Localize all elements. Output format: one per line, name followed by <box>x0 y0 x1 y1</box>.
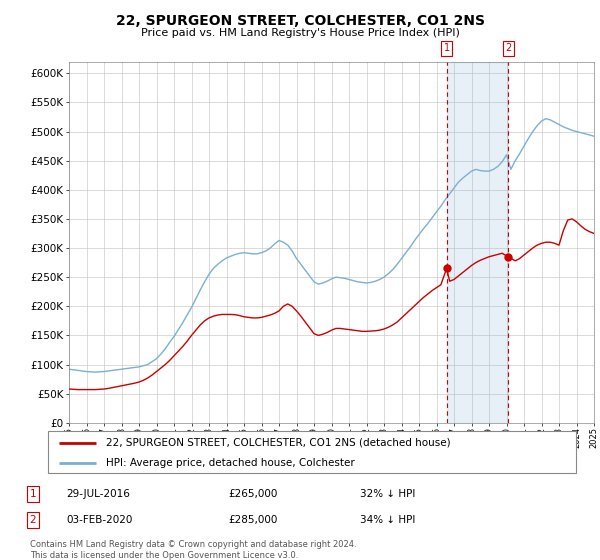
Text: Price paid vs. HM Land Registry's House Price Index (HPI): Price paid vs. HM Land Registry's House … <box>140 28 460 38</box>
Text: 1: 1 <box>443 43 450 53</box>
FancyBboxPatch shape <box>48 431 576 473</box>
Text: 22, SPURGEON STREET, COLCHESTER, CO1 2NS (detached house): 22, SPURGEON STREET, COLCHESTER, CO1 2NS… <box>106 438 451 448</box>
Bar <box>446 62 508 423</box>
Text: 34% ↓ HPI: 34% ↓ HPI <box>360 515 415 525</box>
Text: HPI: Average price, detached house, Colchester: HPI: Average price, detached house, Colc… <box>106 458 355 468</box>
Text: 2: 2 <box>29 515 37 525</box>
Text: £265,000: £265,000 <box>228 489 277 499</box>
Text: £285,000: £285,000 <box>228 515 277 525</box>
Text: 29-JUL-2016: 29-JUL-2016 <box>66 489 130 499</box>
Text: 1: 1 <box>29 489 37 499</box>
Text: 2: 2 <box>505 43 511 53</box>
Text: 32% ↓ HPI: 32% ↓ HPI <box>360 489 415 499</box>
Text: 03-FEB-2020: 03-FEB-2020 <box>66 515 133 525</box>
Text: Contains HM Land Registry data © Crown copyright and database right 2024.
This d: Contains HM Land Registry data © Crown c… <box>30 540 356 560</box>
Text: 22, SPURGEON STREET, COLCHESTER, CO1 2NS: 22, SPURGEON STREET, COLCHESTER, CO1 2NS <box>115 14 485 28</box>
